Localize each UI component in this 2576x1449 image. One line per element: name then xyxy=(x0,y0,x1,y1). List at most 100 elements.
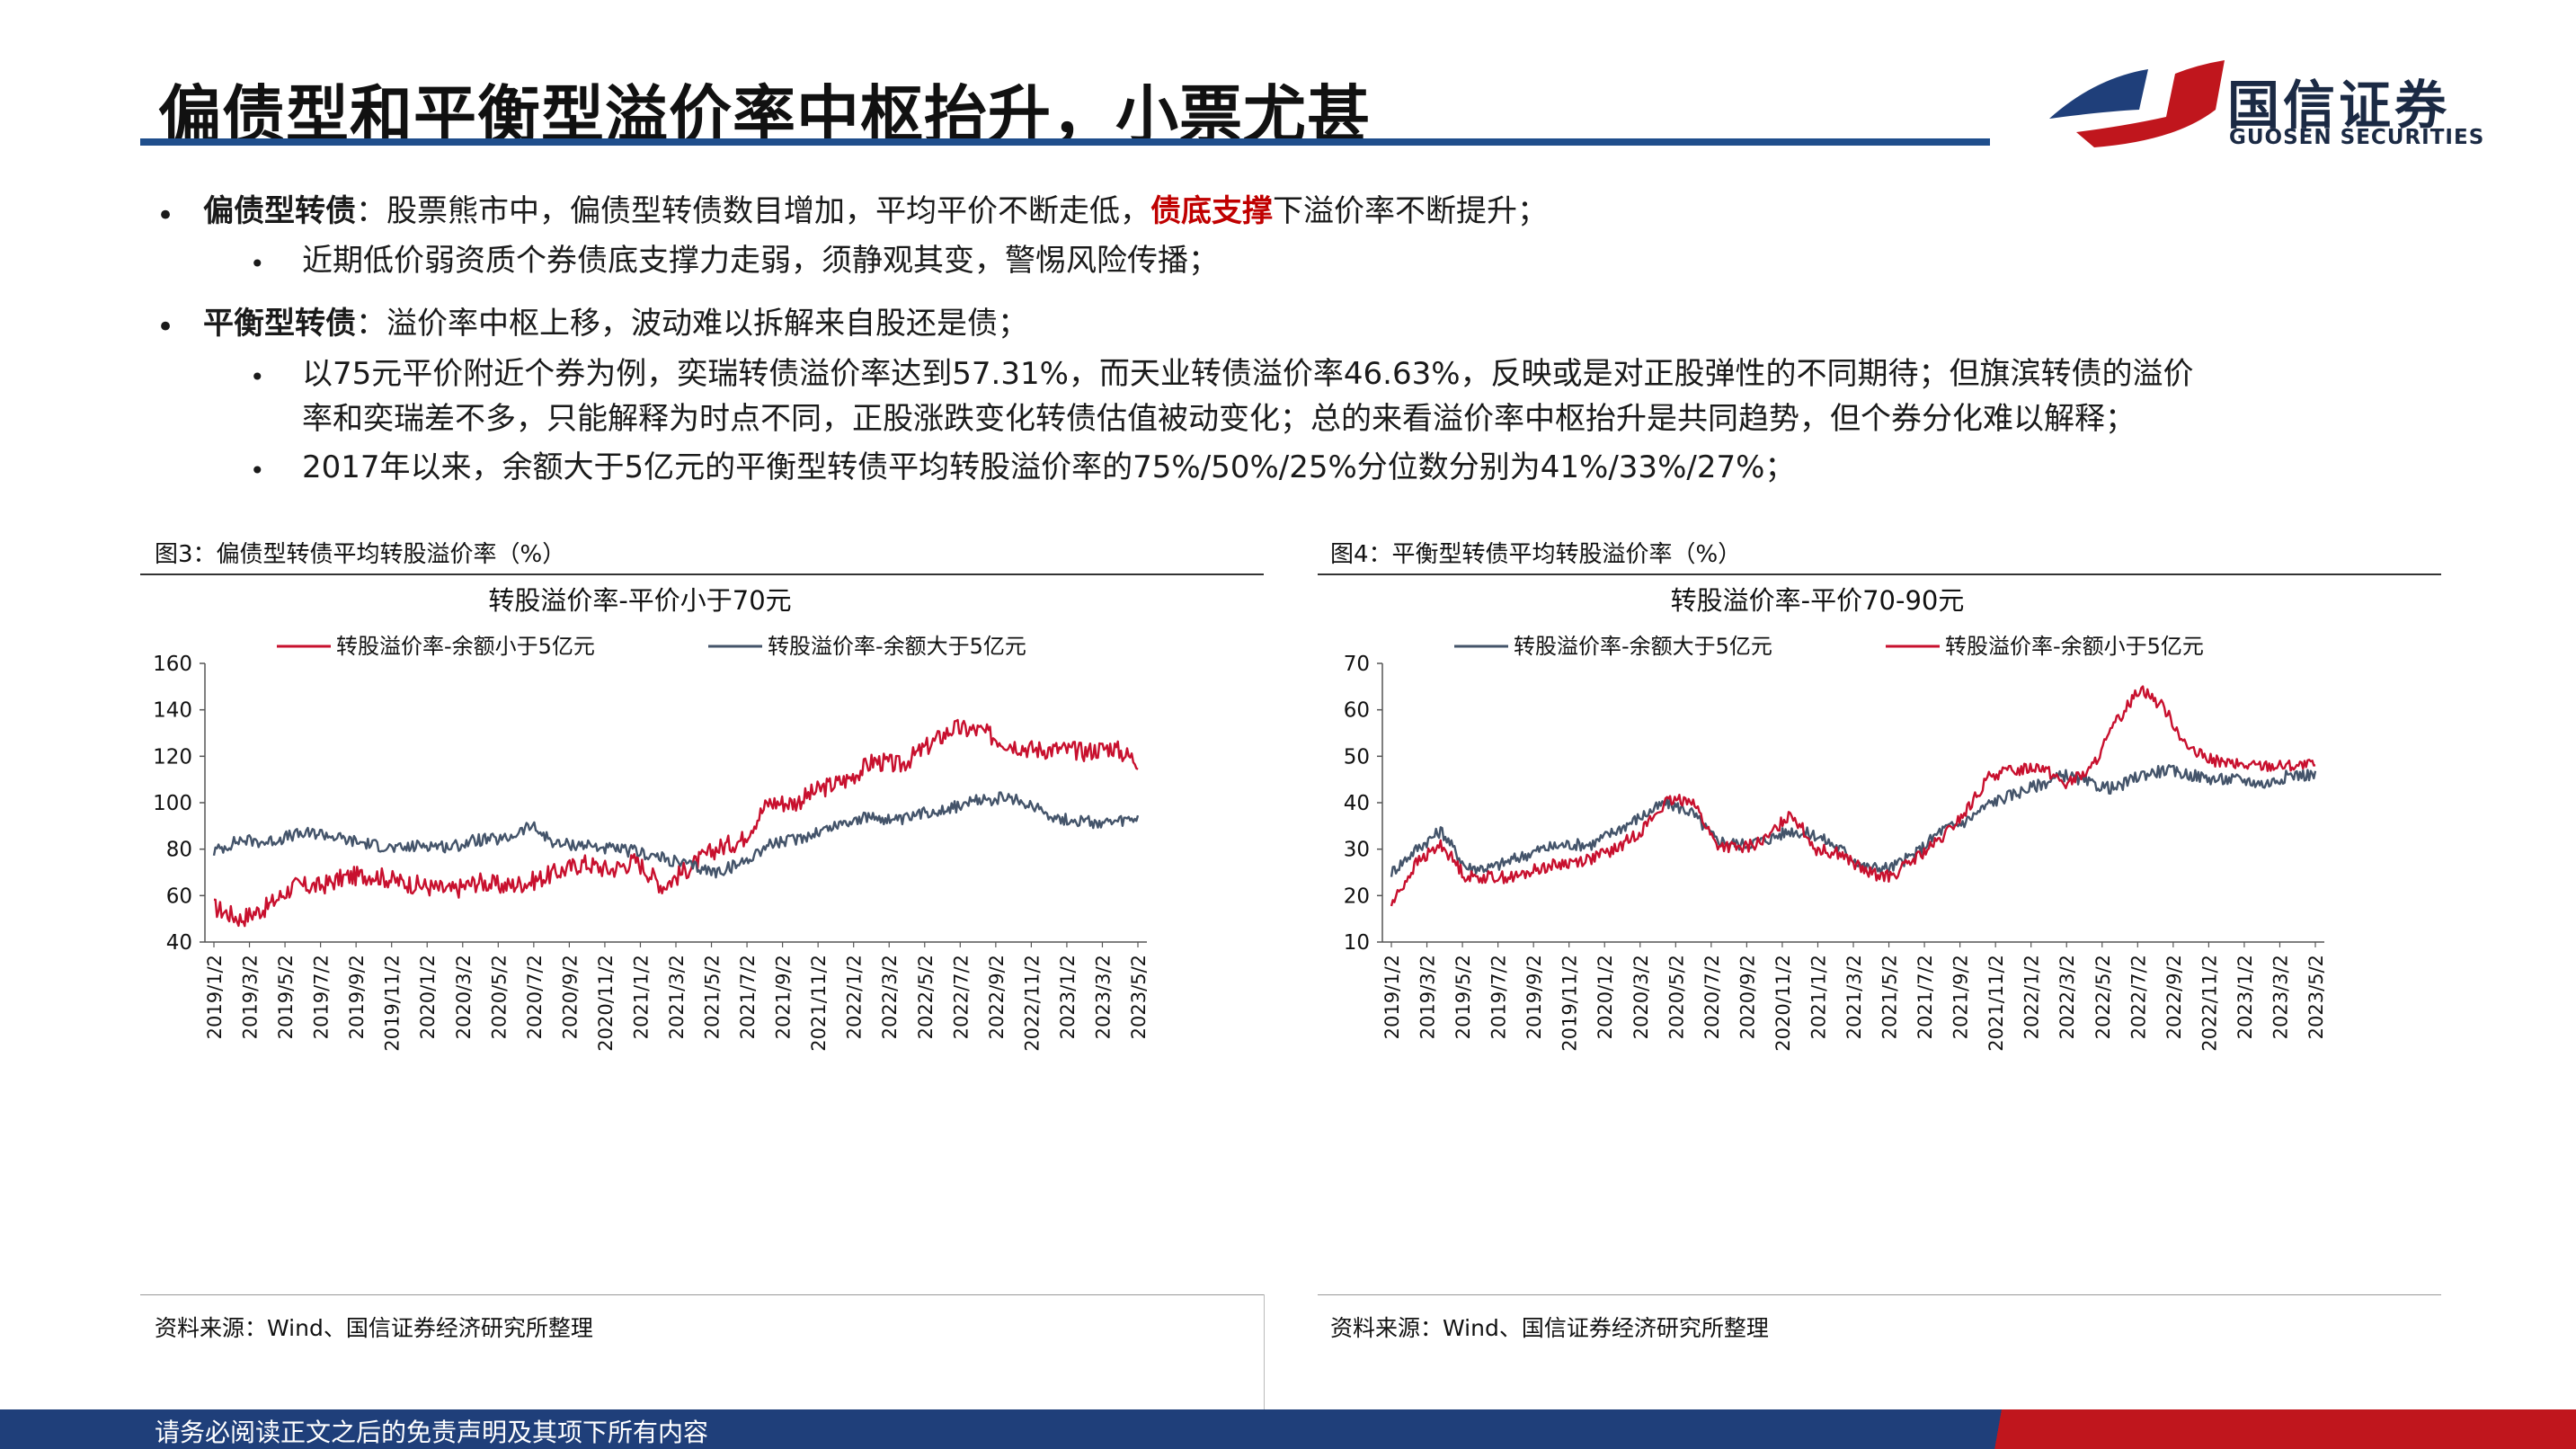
x-tick-label: 2021/1/2 xyxy=(1808,955,1829,1039)
x-tick-label: 2020/1/2 xyxy=(1594,955,1616,1039)
x-tick-label: 2022/5/2 xyxy=(2092,955,2114,1039)
series-line xyxy=(1390,685,2316,907)
x-tick-label: 2020/5/2 xyxy=(1666,955,1687,1039)
guosen-logo-icon xyxy=(2049,60,2225,147)
sub-bullet: 2017年以来，余额大于5亿元的平衡型转债平均转股溢价率的75%/50%/25%… xyxy=(302,449,1796,485)
sub-bullet-continued: 率和奕瑞差不多，只能解释为时点不同，正股涨跌变化转债估值被动变化；总的来看溢价率… xyxy=(302,401,2136,437)
bullet-dot: • xyxy=(156,309,175,345)
x-tick-label: 2022/9/2 xyxy=(2163,955,2185,1039)
bullet-text: 下溢价率不断提升； xyxy=(1273,193,1548,229)
bullet-dot: • xyxy=(250,249,265,279)
series-line xyxy=(213,718,1139,928)
left-source-rule xyxy=(140,1294,1264,1295)
bullet-dot: • xyxy=(250,362,265,392)
x-tick-label: 2021/7/2 xyxy=(737,955,759,1039)
x-tick-label: 2022/3/2 xyxy=(879,955,901,1039)
bullet-text: ：溢价率中枢上移，波动难以拆解来自股还是债； xyxy=(356,306,1028,342)
legend-label: 转股溢价率-余额小于5亿元 xyxy=(1945,634,2204,659)
logo-text-cn: 国信证券 xyxy=(2227,75,2451,136)
x-tick-label: 2021/1/2 xyxy=(630,955,652,1039)
x-tick-label: 2019/3/2 xyxy=(1417,955,1439,1039)
sub-bullet: 近期低价弱资质个券债底支撑力走弱，须静观其变，警惕风险传播； xyxy=(302,243,1219,279)
footer-disclaimer: 请务必阅读正文之后的免责声明及其项下所有内容 xyxy=(155,1418,709,1447)
x-tick-label: 2020/7/2 xyxy=(524,955,546,1039)
x-tick-label: 2020/11/2 xyxy=(595,955,617,1052)
y-tick-label: 50 xyxy=(1344,745,1370,769)
x-tick-label: 2019/1/2 xyxy=(204,955,226,1039)
y-tick-label: 60 xyxy=(166,885,192,908)
x-tick-label: 2019/1/2 xyxy=(1381,955,1403,1039)
x-tick-label: 2023/5/2 xyxy=(2305,955,2327,1039)
bullet-dot: • xyxy=(250,456,265,485)
y-tick-label: 120 xyxy=(153,745,192,769)
chart-title: 转股溢价率-平价70-90元 xyxy=(1671,585,1965,616)
right-caption-rule xyxy=(1318,573,2441,575)
x-tick-label: 2022/11/2 xyxy=(1021,955,1043,1052)
x-tick-label: 2019/7/2 xyxy=(311,955,333,1039)
x-tick-label: 2019/3/2 xyxy=(240,955,262,1039)
panel-separator xyxy=(1264,1294,1265,1409)
sub-bullet: 以75元平价附近个券为例，奕瑞转债溢价率达到57.31%，而天业转债溢价率46.… xyxy=(302,356,2194,392)
x-tick-label: 2020/3/2 xyxy=(453,955,475,1039)
x-tick-label: 2022/9/2 xyxy=(986,955,1008,1039)
x-tick-label: 2023/3/2 xyxy=(1092,955,1114,1039)
x-tick-label: 2020/7/2 xyxy=(1701,955,1723,1039)
left-chart-caption: 图3：偏债型转债平均转股溢价率（%） xyxy=(155,541,566,568)
x-tick-label: 2021/5/2 xyxy=(1879,955,1901,1039)
bullet-highlight: 债底支撑 xyxy=(1150,193,1273,229)
right-source-rule xyxy=(1318,1294,2441,1295)
x-tick-label: 2022/11/2 xyxy=(2198,955,2220,1052)
y-tick-label: 80 xyxy=(166,839,192,862)
title-divider xyxy=(140,138,1990,146)
x-tick-label: 2019/11/2 xyxy=(382,955,404,1052)
x-tick-label: 2021/3/2 xyxy=(1843,955,1865,1039)
bullet-bond-type: 偏债型转债：股票熊市中，偏债型转债数目增加，平均平价不断走低，债底支撑下溢价率不… xyxy=(203,189,1548,234)
logo-text-en: GUOSEN SECURITIES xyxy=(2229,126,2485,149)
y-tick-label: 10 xyxy=(1344,931,1370,955)
x-tick-label: 2020/1/2 xyxy=(417,955,439,1039)
x-tick-label: 2020/9/2 xyxy=(1737,955,1758,1039)
x-tick-label: 2019/11/2 xyxy=(1559,955,1581,1052)
bullet-text: ：股票熊市中，偏债型转债数目增加，平均平价不断走低， xyxy=(356,193,1150,229)
x-tick-label: 2022/3/2 xyxy=(2056,955,2078,1039)
x-tick-label: 2021/11/2 xyxy=(1985,955,2007,1052)
x-tick-label: 2022/1/2 xyxy=(844,955,866,1039)
y-tick-label: 40 xyxy=(1344,792,1370,815)
bullet-label: 偏债型转债 xyxy=(203,193,356,229)
legend-label: 转股溢价率-余额小于5亿元 xyxy=(336,634,595,659)
left-caption-rule xyxy=(140,573,1264,575)
x-tick-label: 2021/3/2 xyxy=(666,955,688,1039)
x-tick-label: 2023/5/2 xyxy=(1128,955,1150,1039)
y-tick-label: 60 xyxy=(1344,699,1370,723)
y-tick-label: 140 xyxy=(153,699,192,723)
x-tick-label: 2020/9/2 xyxy=(559,955,581,1039)
bullet-dot: • xyxy=(156,198,175,234)
footer-accent xyxy=(1977,1409,2576,1449)
x-tick-label: 2021/9/2 xyxy=(773,955,795,1039)
y-tick-label: 160 xyxy=(153,653,192,676)
series-line xyxy=(1390,764,2317,877)
x-tick-label: 2021/7/2 xyxy=(1914,955,1936,1039)
x-tick-label: 2019/5/2 xyxy=(1452,955,1474,1039)
x-tick-label: 2019/5/2 xyxy=(275,955,297,1039)
x-tick-label: 2021/11/2 xyxy=(808,955,830,1052)
chart-title: 转股溢价率-平价小于70元 xyxy=(488,585,791,616)
x-tick-label: 2021/5/2 xyxy=(702,955,724,1039)
legend-label: 转股溢价率-余额大于5亿元 xyxy=(1514,634,1772,659)
y-tick-label: 30 xyxy=(1344,839,1370,862)
bullet-balanced-type: 平衡型转债：溢价率中枢上移，波动难以拆解来自股还是债； xyxy=(203,301,1028,346)
x-tick-label: 2023/3/2 xyxy=(2270,955,2291,1039)
x-tick-label: 2019/9/2 xyxy=(346,955,368,1039)
right-chart-caption: 图4：平衡型转债平均转股溢价率（%） xyxy=(1330,541,1742,568)
left-chart-source: 资料来源：Wind、国信证券经济研究所整理 xyxy=(155,1315,593,1341)
x-tick-label: 2022/5/2 xyxy=(915,955,937,1039)
series-line xyxy=(212,791,1140,879)
x-tick-label: 2020/11/2 xyxy=(1772,955,1794,1052)
x-tick-label: 2021/9/2 xyxy=(1950,955,1972,1039)
y-tick-label: 100 xyxy=(153,792,192,815)
x-tick-label: 2020/3/2 xyxy=(1630,955,1652,1039)
right-chart-source: 资料来源：Wind、国信证券经济研究所整理 xyxy=(1330,1315,1769,1341)
y-tick-label: 40 xyxy=(166,931,192,955)
